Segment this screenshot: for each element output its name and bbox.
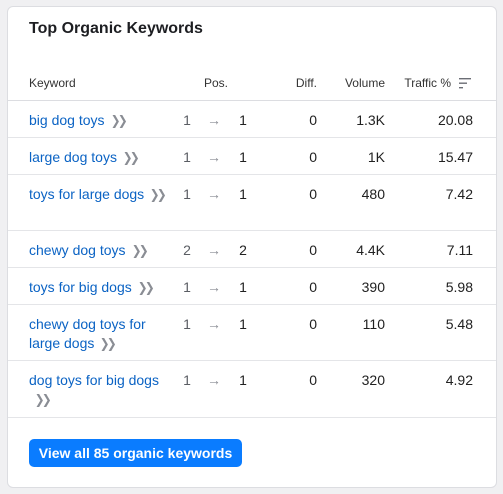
keyword-link[interactable]: dog toys for big dogs ❯❯	[29, 371, 165, 409]
view-all-keywords-button[interactable]: View all 85 organic keywords	[29, 439, 242, 467]
search-volume: 480	[361, 186, 385, 202]
current-position: 1	[239, 186, 247, 202]
arrow-right-icon: →	[207, 279, 221, 295]
keyword-difficulty: 0	[309, 149, 317, 165]
search-volume: 110	[362, 316, 385, 332]
column-header-volume[interactable]: Volume	[344, 76, 385, 90]
keyword-text[interactable]: toys for big dogs	[29, 279, 132, 295]
traffic-percent: 20.08	[437, 112, 473, 128]
column-header-traffic[interactable]: Traffic %	[404, 76, 451, 90]
traffic-percent: 7.11	[446, 242, 473, 258]
traffic-percent: 5.48	[445, 316, 473, 332]
table-row: big dog toys ❯❯ 1 → 1 0 1.3K 20.08	[8, 101, 496, 138]
previous-position: 1	[183, 372, 191, 388]
traffic-percent: 7.42	[445, 186, 473, 202]
column-header-pos[interactable]: Pos.	[204, 76, 229, 90]
double-chevron-right-icon[interactable]: ❯❯	[110, 113, 127, 128]
keyword-difficulty: 0	[309, 186, 317, 202]
current-position: 1	[239, 372, 247, 388]
search-volume: 1.3K	[356, 112, 385, 128]
table-row: toys for large dogs ❯❯ 1 → 1 0 480 7.42	[8, 175, 496, 231]
keyword-link[interactable]: toys for big dogs ❯❯	[29, 278, 165, 297]
search-volume: 1K	[367, 149, 385, 165]
double-chevron-right-icon[interactable]: ❯❯	[137, 280, 155, 295]
table-row: chewy dog toys for large dogs ❯❯ 1 → 1 0 110 5.…	[8, 305, 496, 361]
table-row: toys for big dogs ❯❯ 1 → 1 0 390 5.98	[8, 268, 496, 305]
keyword-link[interactable]: chewy dog toys for large dogs ❯❯	[29, 315, 165, 353]
current-position: 1	[239, 316, 247, 332]
column-header-diff[interactable]: Diff.	[295, 76, 317, 90]
traffic-percent: 5.98	[445, 279, 473, 295]
keyword-difficulty: 0	[309, 372, 317, 388]
search-volume: 390	[361, 279, 385, 295]
arrow-right-icon: →	[207, 112, 221, 128]
double-chevron-right-icon[interactable]: ❯❯	[131, 243, 148, 258]
current-position: 1	[239, 279, 247, 295]
keyword-link[interactable]: chewy dog toys ❯❯	[29, 241, 165, 260]
table-row: large dog toys ❯❯ 1 → 1 0 1K 15.47	[8, 138, 496, 175]
column-header-keyword[interactable]: Keyword	[29, 76, 76, 90]
double-chevron-right-icon[interactable]: ❯❯	[100, 336, 117, 351]
arrow-right-icon: →	[207, 149, 221, 165]
previous-position: 1	[183, 279, 191, 295]
keyword-link[interactable]: big dog toys ❯❯	[29, 111, 165, 130]
arrow-right-icon: →	[207, 372, 221, 388]
sort-lines-icon[interactable]	[459, 78, 471, 89]
keyword-text[interactable]: large dog toys	[29, 149, 117, 165]
table-row: chewy dog toys ❯❯ 2 → 2 0 4.4K 7.11	[8, 231, 496, 268]
keyword-difficulty: 0	[309, 112, 317, 128]
table-header: Keyword Pos. Diff. Volume Traffic %	[8, 73, 496, 101]
previous-position: 1	[183, 112, 191, 128]
keyword-text[interactable]: chewy dog toys for large dogs	[29, 316, 146, 351]
keyword-difficulty: 0	[309, 316, 317, 332]
current-position: 2	[239, 242, 247, 258]
previous-position: 1	[183, 316, 191, 332]
previous-position: 1	[183, 149, 191, 165]
keyword-text[interactable]: toys for large dogs	[29, 186, 145, 202]
arrow-right-icon: →	[207, 316, 221, 332]
keyword-text[interactable]: chewy dog toys	[29, 242, 126, 258]
current-position: 1	[239, 149, 247, 165]
traffic-percent: 4.92	[445, 372, 473, 388]
double-chevron-right-icon[interactable]: ❯❯	[122, 150, 140, 165]
traffic-percent: 15.47	[437, 149, 473, 165]
table-row: dog toys for big dogs ❯❯ 1 → 1 0 320 4.92	[8, 361, 496, 418]
keyword-link[interactable]: large dog toys ❯❯	[29, 148, 165, 167]
keyword-difficulty: 0	[309, 242, 317, 258]
keyword-text[interactable]: dog toys for big dogs	[29, 372, 159, 388]
arrow-right-icon: →	[207, 186, 221, 202]
previous-position: 1	[183, 186, 191, 202]
previous-position: 2	[183, 242, 191, 258]
card-title: Top Organic Keywords	[29, 20, 203, 37]
double-chevron-right-icon[interactable]: ❯❯	[34, 392, 52, 407]
arrow-right-icon: →	[207, 242, 221, 258]
search-volume: 320	[361, 372, 385, 388]
keyword-text[interactable]: big dog toys	[29, 112, 105, 128]
keyword-difficulty: 0	[309, 279, 317, 295]
keyword-link[interactable]: toys for large dogs ❯❯	[29, 185, 167, 204]
search-volume: 4.4K	[356, 242, 385, 258]
current-position: 1	[239, 112, 247, 128]
organic-keywords-card: Top Organic Keywords Keyword Pos. Diff. …	[7, 6, 497, 488]
double-chevron-right-icon[interactable]: ❯❯	[149, 187, 167, 202]
